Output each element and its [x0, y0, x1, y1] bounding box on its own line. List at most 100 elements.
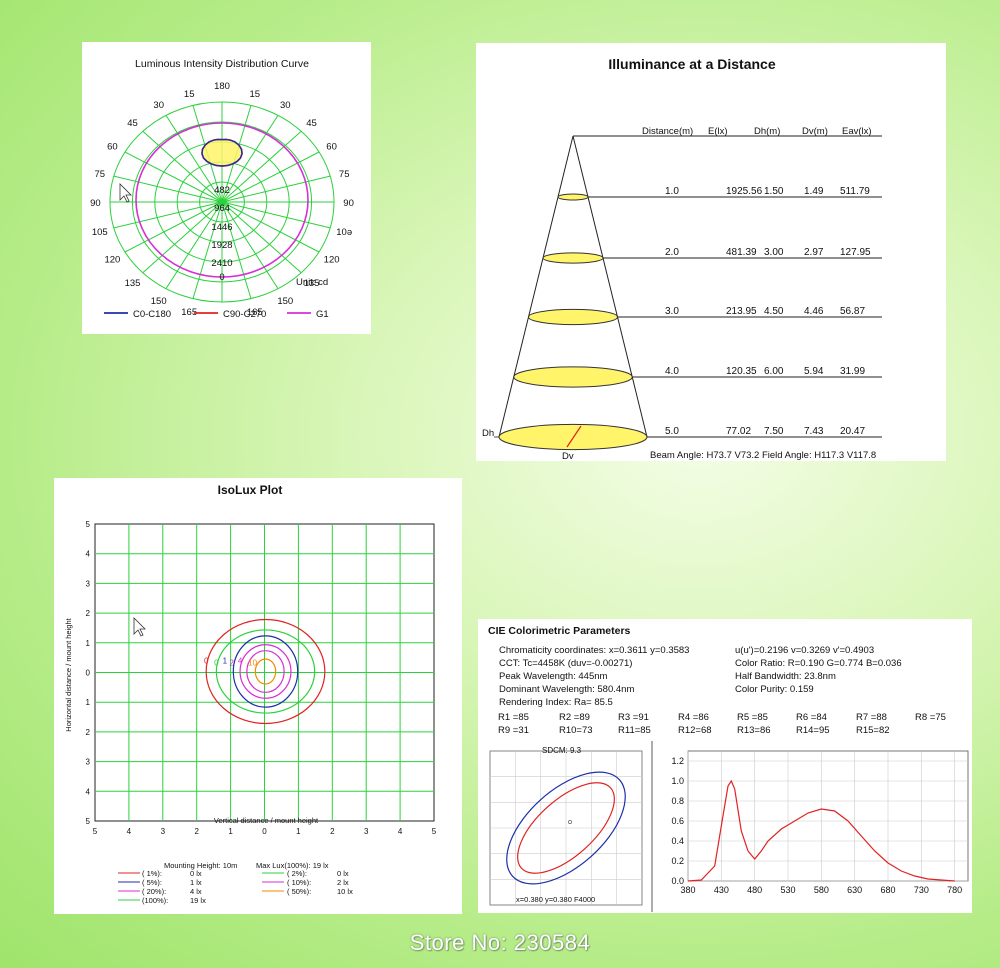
polar-chart: Luminous Intensity Distribution Curve 48…: [90, 58, 354, 320]
polar-spoke: [221, 115, 279, 203]
isolux-title: IsoLux Plot: [218, 483, 283, 497]
sdcm-label: SDCM: 9.3: [542, 746, 582, 755]
isolux-legend-pct: ( 50%):: [287, 887, 311, 896]
cri-value: R5 =85: [737, 712, 768, 723]
illuminance-panel: Illuminance at a Distance Distance(m) E(l…: [476, 43, 946, 462]
store-number: Store No: 230584: [409, 930, 591, 955]
spectrum-frame: [687, 750, 969, 882]
table-cell: 5.0: [665, 426, 679, 437]
polar-angle-label: 10ə: [336, 227, 352, 238]
polar-spoke: [113, 201, 223, 229]
isolux-legend-pct: ( 2%):: [287, 869, 307, 878]
legend-label: G1: [316, 309, 329, 320]
polar-angle-label: 30: [153, 100, 164, 111]
table-cell: 1.50: [764, 186, 784, 197]
legend-label: C0-C180: [133, 309, 171, 320]
table-cell: 1925.56: [726, 186, 763, 197]
isolux-xtick: 5: [432, 827, 437, 836]
isolux-ytick: 1: [86, 639, 91, 648]
isolux-contour-label: 0: [204, 657, 209, 666]
polar-angle-label: 60: [107, 142, 118, 153]
intensity-distribution-panel: Luminous Intensity Distribution Curve 48…: [82, 42, 371, 334]
polar-spoke: [221, 201, 279, 289]
polar-spoke: [142, 201, 223, 274]
polar-angle-label: 75: [95, 169, 106, 180]
isolux-contour-label: 0: [214, 659, 219, 668]
spectrum-ytick: 0.2: [671, 856, 684, 866]
isolux-contour: [215, 629, 316, 714]
g1-curve: [135, 122, 309, 278]
isolux-xtick: 0: [262, 827, 267, 836]
isolux-xtick: 4: [127, 827, 132, 836]
polar-angle-label: 90: [343, 198, 354, 209]
table-cell: 77.02: [726, 426, 751, 437]
spectrum-ytick: 0.8: [671, 796, 684, 806]
cri-value: R10=73: [559, 725, 593, 736]
cri-value: R1 =85: [498, 712, 529, 723]
spectrum-ytick: 1.0: [671, 776, 684, 786]
legend-label: C90-C270: [223, 309, 266, 320]
isolux-contour-label: 2: [229, 659, 234, 668]
spectrum-ytick: 0.0: [671, 876, 684, 886]
table-cell: 4.0: [665, 366, 679, 377]
polar-spoke: [124, 151, 223, 203]
isolux-legend-val: 19 lx: [190, 896, 206, 905]
polar-spoke: [221, 201, 302, 274]
tolerance-ellipse-outer: [506, 771, 626, 885]
table-header: Distance(m): [642, 126, 693, 137]
isolux-xtick: 5: [93, 827, 98, 836]
cri-value: R6 =84: [796, 712, 827, 723]
isolux-mounting: Mounting Height: 10m: [164, 861, 237, 870]
isolux-ytick: 5: [86, 520, 91, 529]
isolux-contour: [246, 650, 285, 693]
spectrum-xtick: 780: [947, 885, 962, 895]
polar-angle-label: 120: [104, 255, 120, 266]
isolux-xtick: 4: [398, 827, 403, 836]
cri-value: R12=68: [678, 725, 712, 736]
polar-angle-label: 30: [280, 100, 291, 111]
cri-value: R13=86: [737, 725, 771, 736]
table-header: Dv(m): [802, 126, 828, 137]
spectrum-xtick: 430: [714, 885, 729, 895]
table-header: Eav(lx): [842, 126, 872, 137]
beam-ellipse: [513, 366, 633, 388]
polar-spoke: [221, 151, 320, 203]
spectrum-ytick: 1.2: [671, 756, 684, 766]
isolux-xlabel: Vertical distance / mount height: [214, 816, 319, 825]
cursor-icon: [133, 617, 146, 637]
isolux-xtick: 1: [228, 827, 233, 836]
isolux-contour: [239, 644, 292, 699]
spectrum-xtick: 680: [880, 885, 895, 895]
polar-angle-label: 0: [219, 272, 224, 283]
cri-value: R8 =75: [915, 712, 946, 723]
isolux-legend-pct: ( 5%):: [142, 878, 162, 887]
chromaticity-point: [568, 820, 572, 824]
illum-title: Illuminance at a Distance: [608, 56, 775, 72]
table-cell: 127.95: [840, 247, 871, 258]
dv-marker: [566, 425, 582, 448]
cri-value: R3 =91: [618, 712, 649, 723]
polar-spoke: [165, 115, 223, 203]
isolux-maxlux: Max Lux(100%): 19 lx: [256, 861, 329, 870]
polar-angle-label: 120: [324, 255, 340, 266]
polar-ring-label: 964: [214, 203, 230, 214]
ellipse-caption: x=0.380 y=0.380 F4000: [516, 895, 595, 904]
isolux-xtick: 3: [364, 827, 369, 836]
cri-value: R4 =86: [678, 712, 709, 723]
cie-param: u(u')=0.2196 v=0.3269 v'=0.4903: [735, 645, 874, 656]
cie-param: Peak Wavelength: 445nm: [499, 671, 608, 682]
cri-value: R14=95: [796, 725, 830, 736]
table-cell: 4.46: [804, 306, 824, 317]
polar-unit: Unit: cd: [296, 277, 328, 288]
isolux-legend-pct: ( 1%):: [142, 869, 162, 878]
cie-param: CCT: Tc=4458K (duv=-0.00271): [499, 658, 632, 669]
illum-footer: Beam Angle: H73.7 V73.2 Field Angle: H11…: [650, 450, 876, 461]
polar-title: Luminous Intensity Distribution Curve: [135, 58, 309, 70]
polar-spoke: [124, 201, 223, 253]
polar-spoke: [221, 175, 331, 203]
cone-edge: [498, 135, 574, 438]
isolux-legend-val: 1 lx: [190, 878, 202, 887]
cri-value: R11=85: [618, 725, 651, 736]
isolux-ytick: 0: [86, 669, 91, 678]
